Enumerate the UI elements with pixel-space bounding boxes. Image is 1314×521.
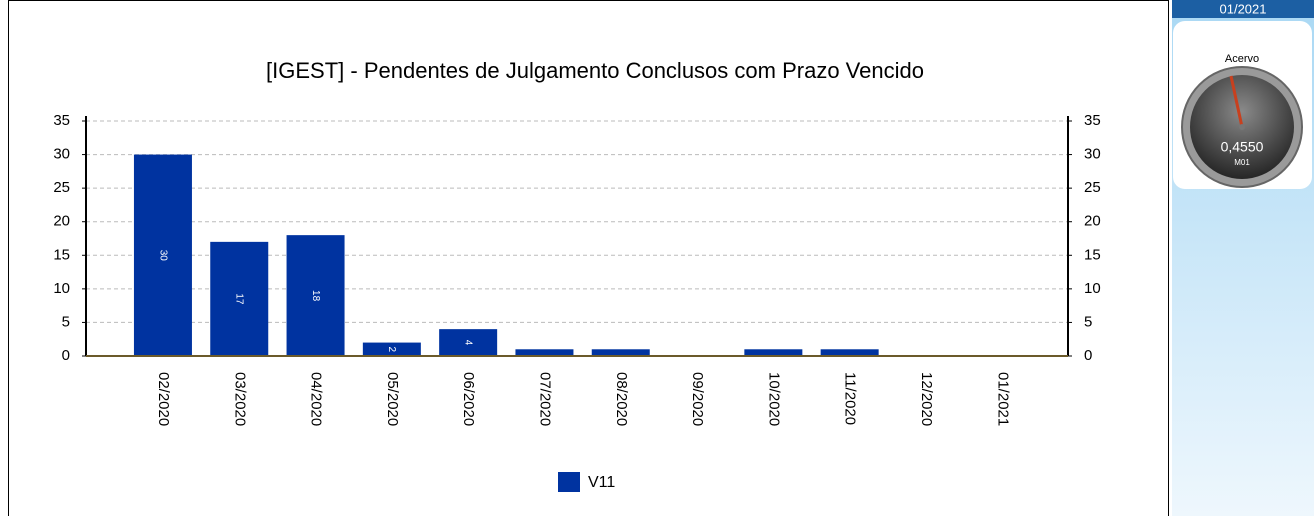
y-tick-label: 25: [53, 179, 70, 196]
chart-frame: [8, 0, 1169, 521]
x-tick-label: 03/2020: [231, 372, 248, 426]
x-tick-label: 06/2020: [460, 372, 477, 426]
bar: [210, 241, 269, 356]
bar: [820, 349, 879, 356]
data-label: 4: [463, 340, 474, 346]
y-tick-label: 30: [53, 146, 70, 163]
y2-tick-label: 15: [1084, 246, 1101, 263]
y-tick-label: 5: [62, 313, 70, 330]
y2-tick-label: 5: [1084, 313, 1092, 330]
y2-tick-label: 30: [1084, 146, 1101, 163]
x-tick-label: 11/2020: [842, 372, 859, 425]
bar: [362, 342, 421, 356]
x-tick-label: 12/2020: [918, 372, 935, 426]
y2-tick-label: 10: [1084, 280, 1101, 297]
y-tick-label: 20: [53, 213, 70, 230]
x-tick-label: 10/2020: [765, 372, 782, 426]
x-tick-label: 07/2020: [536, 372, 553, 426]
gauge-title: Acervo: [1225, 53, 1259, 65]
legend-label: V11: [588, 474, 615, 491]
y-tick-label: 0: [62, 347, 70, 364]
x-tick-label: 04/2020: [308, 372, 325, 426]
y-tick-label: 10: [53, 280, 70, 297]
y2-tick-label: 25: [1084, 179, 1101, 196]
bar: [439, 329, 498, 356]
data-label: 2: [386, 347, 397, 353]
x-tick-label: 09/2020: [689, 372, 706, 426]
bar: [133, 154, 192, 356]
data-label: 30: [157, 250, 168, 262]
y-tick-label: 15: [53, 246, 70, 263]
gauge-needle: [1229, 75, 1244, 128]
period: 01/2021: [1220, 1, 1267, 16]
gauge-hub: [1239, 124, 1245, 130]
x-tick-label: 08/2020: [613, 372, 630, 426]
x-tick-label: 02/2020: [155, 372, 172, 426]
bar: [515, 349, 574, 356]
y2-tick-label: 0: [1084, 347, 1092, 364]
bar: [591, 349, 650, 356]
y2-tick-label: 20: [1084, 213, 1101, 230]
y2-tick-label: 35: [1084, 112, 1101, 129]
gauge-value: 0,4550: [1221, 139, 1264, 155]
gauge-unit: M01: [1234, 158, 1250, 167]
bar: [286, 235, 345, 356]
x-tick-label: 05/2020: [384, 372, 401, 426]
period-header: [1172, 0, 1314, 18]
data-label: 18: [310, 290, 321, 302]
bar: [744, 349, 803, 356]
legend-swatch: [558, 472, 580, 492]
x-tick-label: 01/2021: [994, 372, 1011, 426]
data-label: 17: [234, 293, 245, 305]
y-tick-label: 35: [53, 112, 70, 129]
chart-title: [IGEST] - Pendentes de Julgamento Conclu…: [266, 58, 924, 83]
